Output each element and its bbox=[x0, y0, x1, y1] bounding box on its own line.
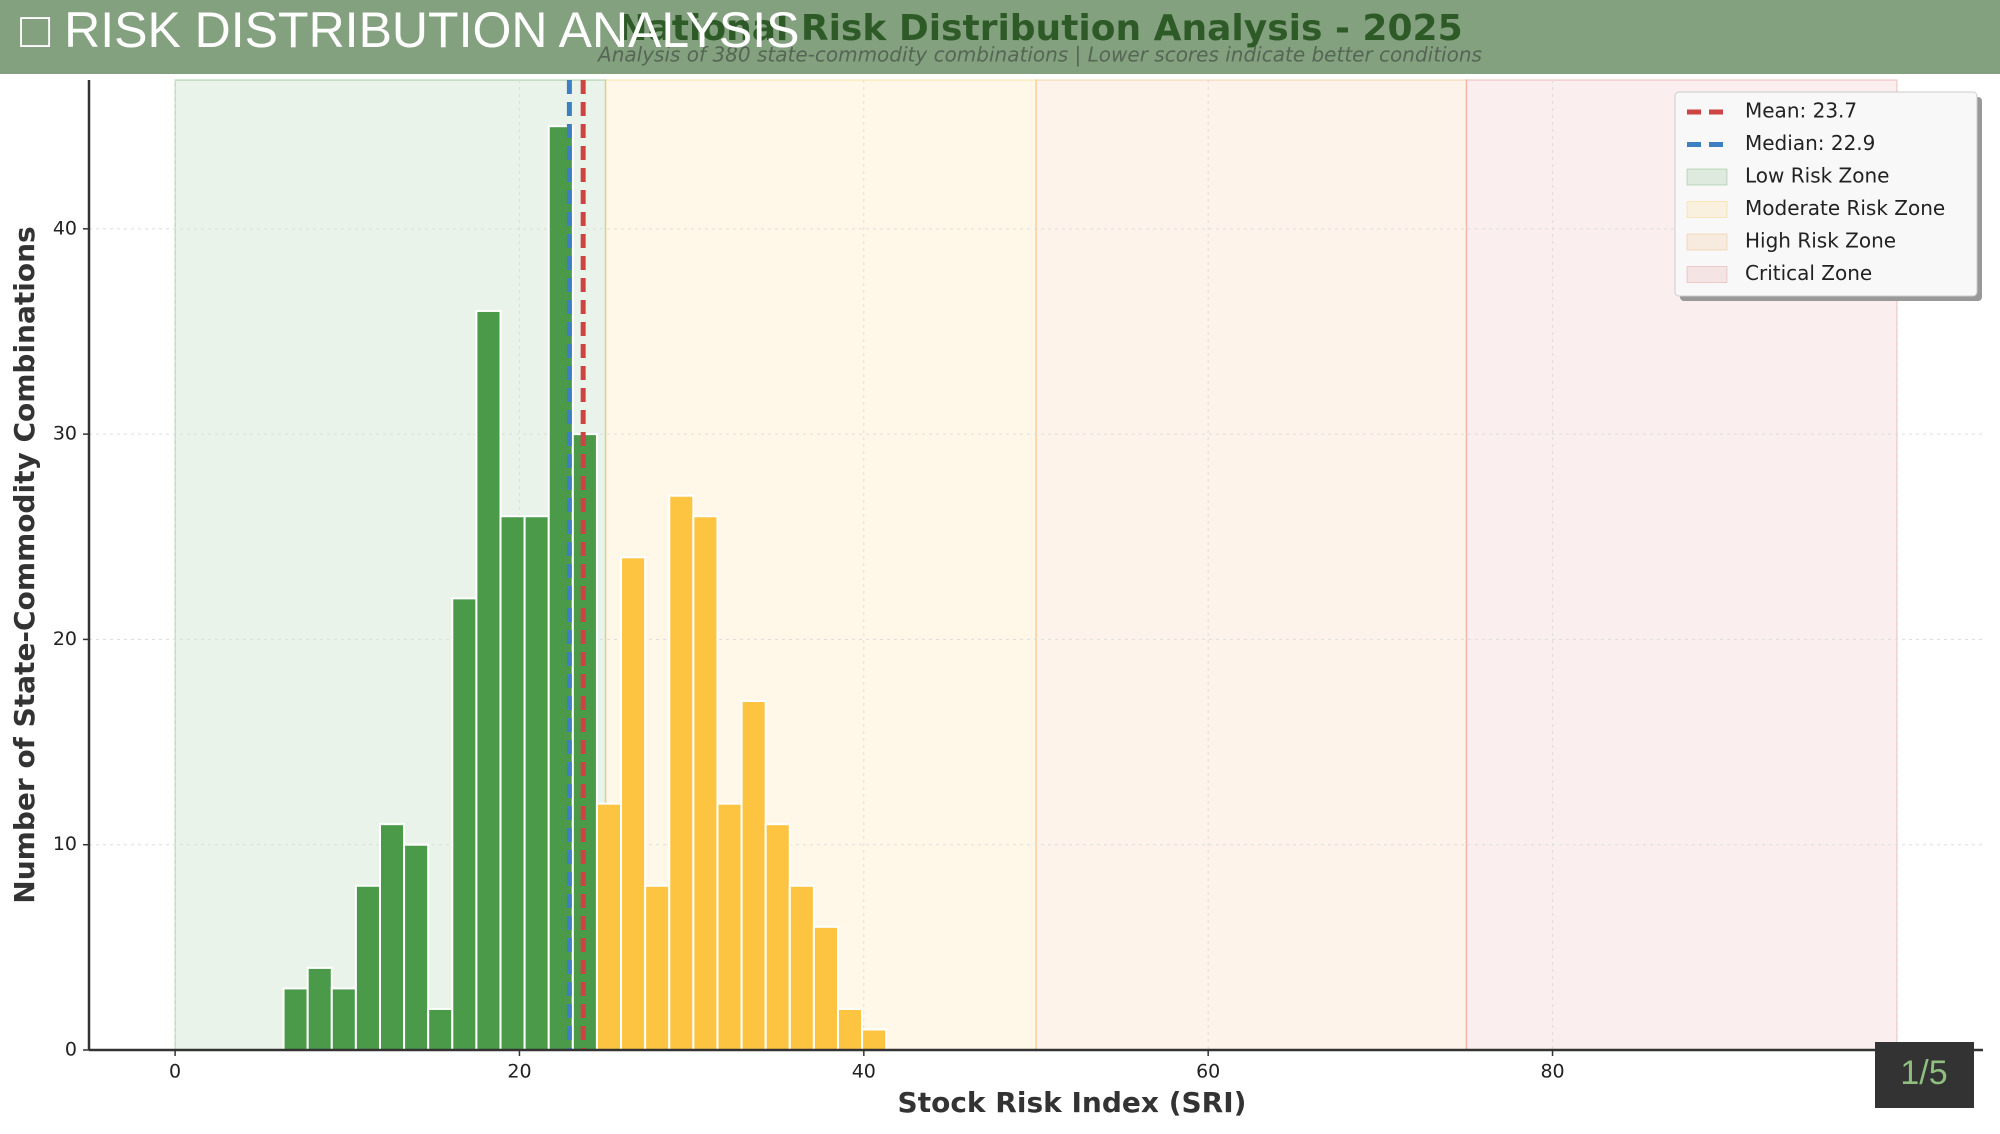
bar bbox=[475, 309, 502, 1051]
page-counter: 1/5 bbox=[1900, 1054, 1947, 1092]
page-counter-box bbox=[1875, 1042, 1974, 1108]
header-bar bbox=[0, 0, 2000, 74]
bar bbox=[523, 515, 550, 1051]
bar bbox=[378, 823, 406, 1051]
chart-title: National Risk Distribution Analysis - 20… bbox=[617, 8, 1462, 49]
bar bbox=[595, 802, 623, 1052]
x-tick-label: 60 bbox=[1196, 1061, 1220, 1083]
y-tick-label: 40 bbox=[53, 217, 77, 239]
bar bbox=[306, 966, 333, 1052]
risk-zone bbox=[1035, 79, 1468, 1051]
bar bbox=[427, 1007, 454, 1051]
legend-label: High Risk Zone bbox=[1745, 229, 1896, 253]
y-tick-label: 30 bbox=[53, 423, 77, 445]
bar bbox=[740, 700, 767, 1052]
plot: 020406080100010203040 bbox=[53, 79, 1983, 1083]
bar bbox=[499, 515, 526, 1051]
y-tick-label: 0 bbox=[65, 1039, 77, 1061]
x-tick-label: 0 bbox=[169, 1061, 181, 1083]
legend-label: Low Risk Zone bbox=[1745, 164, 1889, 188]
x-tick-label: 20 bbox=[507, 1061, 531, 1083]
bar bbox=[692, 515, 719, 1051]
bar bbox=[861, 1028, 888, 1052]
y-tick-label: 10 bbox=[53, 833, 77, 855]
x-axis-label: Stock Risk Index (SRI) bbox=[898, 1086, 1247, 1119]
x-tick-label: 40 bbox=[852, 1061, 876, 1083]
bar bbox=[668, 494, 695, 1051]
legend-swatch bbox=[1686, 266, 1728, 283]
legend-swatch bbox=[1686, 168, 1728, 186]
y-axis-label: Number of State-Commodity Combinations bbox=[8, 226, 41, 903]
legend-swatch bbox=[1686, 201, 1728, 218]
bar bbox=[788, 884, 815, 1052]
legend-label: Mean: 23.7 bbox=[1745, 99, 1857, 123]
bar bbox=[330, 987, 357, 1052]
legend: Mean: 23.7 Median: 22.9 Low Risk Zone Moder… bbox=[1674, 91, 1982, 301]
chart-subtitle: Analysis of 380 state-commodity combinat… bbox=[596, 43, 1482, 67]
bar bbox=[403, 843, 430, 1051]
bar bbox=[354, 884, 381, 1052]
y-tick-label: 20 bbox=[53, 628, 77, 650]
legend-box bbox=[1674, 91, 1978, 297]
legend-label: Critical Zone bbox=[1745, 261, 1872, 285]
header-title: □ RISK DISTRIBUTION ANALYSIS bbox=[20, 2, 799, 58]
legend-swatch bbox=[1686, 233, 1728, 251]
bar bbox=[836, 1007, 864, 1051]
x-tick-label: 80 bbox=[1540, 1061, 1564, 1083]
bar bbox=[451, 597, 478, 1051]
bar bbox=[716, 802, 743, 1052]
bar bbox=[644, 884, 671, 1052]
bar bbox=[620, 556, 647, 1051]
bar bbox=[282, 987, 309, 1052]
bar bbox=[812, 925, 839, 1051]
legend-label: Moderate Risk Zone bbox=[1745, 196, 1945, 220]
legend-label: Median: 22.9 bbox=[1745, 131, 1875, 155]
bar bbox=[764, 823, 791, 1051]
